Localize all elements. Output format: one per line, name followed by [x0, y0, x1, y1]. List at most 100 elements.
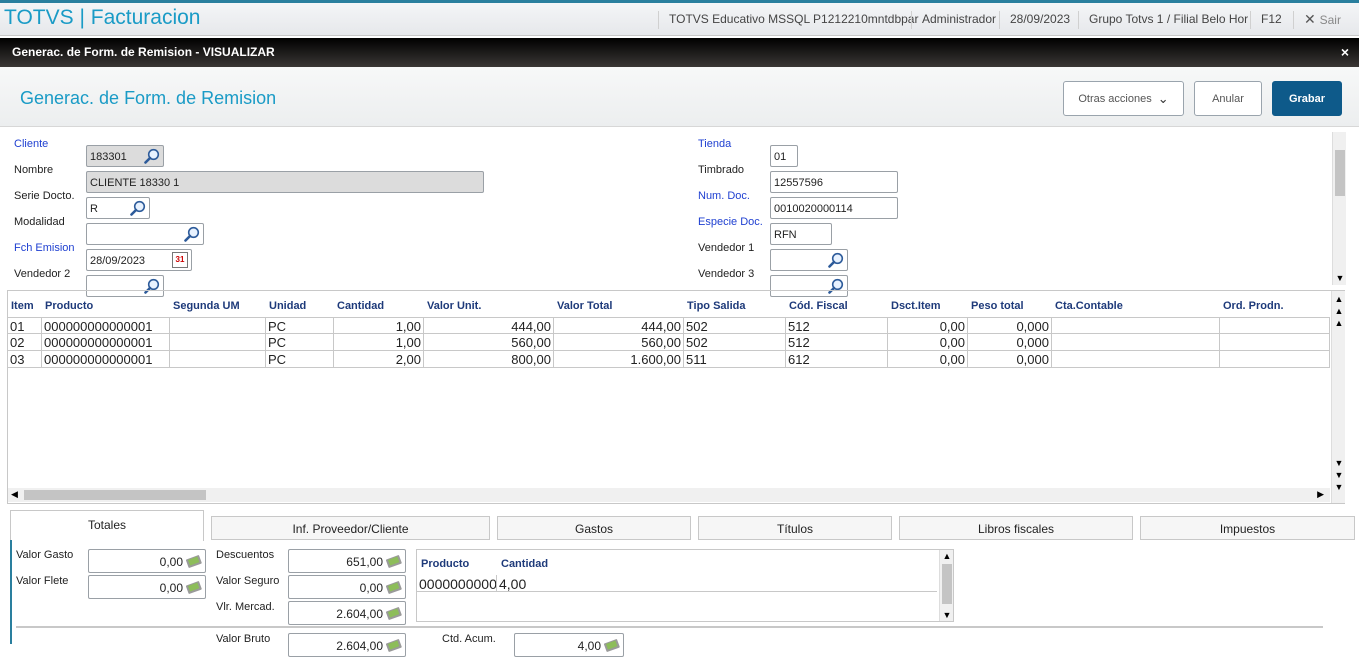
tab-t-tulos[interactable]: Títulos [698, 516, 892, 540]
grid-cell[interactable] [1220, 334, 1330, 351]
cancel-button[interactable]: Anular [1194, 81, 1262, 116]
grid-cell[interactable]: 1,00 [334, 317, 424, 334]
grid-cell[interactable]: 502 [684, 317, 786, 334]
grid-cell[interactable]: 512 [786, 334, 888, 351]
grid-cell[interactable]: 03 [8, 351, 42, 368]
grid-cell[interactable]: 612 [786, 351, 888, 368]
tab-inf-proveedor-cliente[interactable]: Inf. Proveedor/Cliente [211, 516, 490, 540]
search-icon[interactable] [144, 148, 160, 164]
summary-cell[interactable]: 4,00 [497, 575, 937, 592]
f12-button[interactable]: F12 [1250, 11, 1282, 29]
scroll-up-icon[interactable]: ▲ [1334, 306, 1344, 316]
tab-totales[interactable]: Totales [10, 510, 204, 541]
user-label[interactable]: Administrador [911, 11, 996, 29]
grid-cell[interactable]: 000000000000001 [42, 334, 170, 351]
serie-docto-field[interactable]: R [86, 197, 150, 219]
grid-cell[interactable]: 1,00 [334, 334, 424, 351]
exit-button[interactable]: ✕ Sair [1293, 11, 1341, 29]
summary-column-header[interactable]: Cantidad [501, 558, 549, 570]
grid-cell[interactable]: PC [266, 334, 334, 351]
grid-cell[interactable]: 000000000000001 [42, 351, 170, 368]
grid-cell[interactable] [170, 334, 266, 351]
grid-cell[interactable]: 0,00 [888, 334, 968, 351]
modalidad-field[interactable] [86, 223, 204, 245]
column-header[interactable]: Valor Total [557, 300, 613, 312]
grid-cell[interactable] [170, 317, 266, 334]
grid-cell[interactable]: 0,000 [968, 351, 1052, 368]
grid-horizontal-scrollbar[interactable]: ◀ ▶ [8, 488, 1330, 502]
column-header[interactable]: Unidad [269, 300, 307, 312]
grid-cell[interactable]: 02 [8, 334, 42, 351]
branch-label[interactable]: Grupo Totvs 1 / Filial Belo Hor [1078, 11, 1248, 29]
valor-flete-field[interactable]: 0,00 [88, 575, 206, 599]
tienda-field[interactable]: 01 [770, 145, 798, 167]
grid-cell[interactable]: 0,000 [968, 317, 1052, 334]
form-scrollbar[interactable]: ▼ [1332, 132, 1346, 285]
grid-cell[interactable]: 511 [684, 351, 786, 368]
column-header[interactable]: Valor Unit. [427, 300, 482, 312]
grid-cell[interactable]: 444,00 [554, 317, 684, 334]
column-header[interactable]: Cta.Contable [1055, 300, 1123, 312]
grid-cell[interactable]: 01 [8, 317, 42, 334]
grid-cell[interactable] [1052, 351, 1220, 368]
scroll-down-icon[interactable]: ▼ [1334, 482, 1344, 492]
grid-cell[interactable] [1052, 334, 1220, 351]
grid-cell[interactable]: 0,00 [888, 317, 968, 334]
summary-scrollbar[interactable]: ▲ ▼ [939, 550, 953, 621]
grid-cell[interactable] [1220, 351, 1330, 368]
tab-impuestos[interactable]: Impuestos [1140, 516, 1355, 540]
timbrado-field[interactable]: 12557596 [770, 171, 898, 193]
summary-column-header[interactable]: Producto [421, 558, 470, 570]
summary-cell[interactable]: 000000000000001 [417, 575, 497, 592]
tab-gastos[interactable]: Gastos [497, 516, 691, 540]
calendar-icon[interactable]: 31 [172, 252, 188, 268]
grid-cell[interactable]: 1.600,00 [554, 351, 684, 368]
vendedor-2-field[interactable] [86, 275, 164, 297]
grid-cell[interactable]: 0,00 [888, 351, 968, 368]
scrollbar-thumb[interactable] [24, 490, 206, 500]
search-icon[interactable] [184, 226, 200, 242]
grid-cell[interactable]: 444,00 [424, 317, 554, 334]
search-icon[interactable] [828, 252, 844, 268]
tab-libros-fiscales[interactable]: Libros fiscales [899, 516, 1133, 540]
scroll-right-icon[interactable]: ▶ [1317, 489, 1324, 499]
grid-cell[interactable] [1220, 317, 1330, 334]
dialog-close-button[interactable]: × [1340, 44, 1349, 60]
grid-cell[interactable]: 0,000 [968, 334, 1052, 351]
scroll-up-icon[interactable]: ▲ [1334, 318, 1344, 328]
grid-cell[interactable]: 2,00 [334, 351, 424, 368]
scroll-up-icon[interactable]: ▲ [1334, 294, 1344, 304]
grid-cell[interactable]: PC [266, 351, 334, 368]
nombre-field[interactable]: CLIENTE 18330 1 [86, 171, 484, 193]
grid-cell[interactable]: 560,00 [424, 334, 554, 351]
grid-cell[interactable]: 560,00 [554, 334, 684, 351]
column-header[interactable]: Peso total [971, 300, 1024, 312]
scrollbar-thumb[interactable] [942, 564, 952, 604]
num-doc-field[interactable]: 0010020000114 [770, 197, 898, 219]
column-header[interactable]: Cantidad [337, 300, 385, 312]
column-header[interactable]: Dsct.Item [891, 300, 941, 312]
column-header[interactable]: Segunda UM [173, 300, 240, 312]
column-header[interactable]: Tipo Salida [687, 300, 746, 312]
grid-cell[interactable]: 800,00 [424, 351, 554, 368]
fch-emision-field[interactable]: 28/09/2023 31 [86, 249, 192, 271]
column-header[interactable]: Item [11, 300, 34, 312]
scroll-down-icon[interactable]: ▼ [1335, 273, 1345, 283]
column-header[interactable]: Ord. Prodn. [1223, 300, 1284, 312]
scroll-left-icon[interactable]: ◀ [11, 489, 18, 499]
column-header[interactable]: Cód. Fiscal [789, 300, 848, 312]
grid-cell[interactable] [170, 351, 266, 368]
search-icon[interactable] [130, 200, 146, 216]
vendedor-3-field[interactable] [770, 275, 848, 297]
grid-vertical-scrollbar[interactable]: ▲ ▲ ▲ ▼ ▼ ▼ [1331, 291, 1345, 503]
grid-cell[interactable]: 000000000000001 [42, 317, 170, 334]
especie-doc-field[interactable]: RFN [770, 223, 832, 245]
grid-cell[interactable]: 502 [684, 334, 786, 351]
scroll-down-icon[interactable]: ▼ [942, 610, 952, 620]
vendedor-1-field[interactable] [770, 249, 848, 271]
column-header[interactable]: Producto [45, 300, 94, 312]
grid-cell[interactable]: PC [266, 317, 334, 334]
save-button[interactable]: Grabar [1272, 81, 1342, 116]
grid-cell[interactable] [1052, 317, 1220, 334]
cliente-field[interactable]: 183301 [86, 145, 164, 167]
